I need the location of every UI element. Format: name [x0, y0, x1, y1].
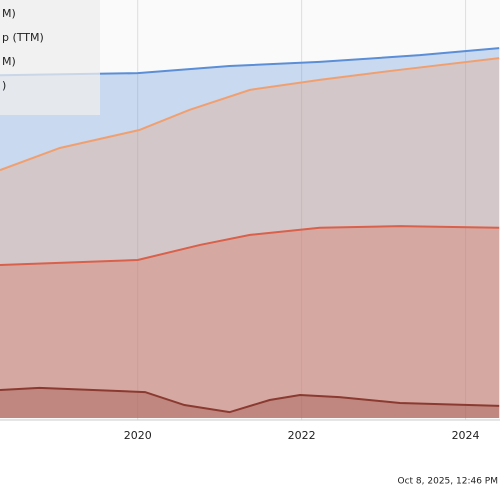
area-line	[0, 225, 500, 267]
area-fill	[0, 387, 500, 418]
x-tick-label: 2020	[124, 429, 152, 442]
area-fill	[0, 58, 500, 419]
legend-label: M)	[2, 7, 16, 20]
area-line	[0, 386, 500, 414]
legend-label: p (TTM)	[2, 31, 44, 44]
area-line	[0, 47, 500, 77]
area-line	[0, 57, 500, 172]
legend-box	[0, 0, 100, 115]
x-tick-label: 2024	[452, 429, 480, 442]
legend-label: M)	[2, 55, 16, 68]
x-axis: 2020 2022 2024	[0, 419, 500, 442]
area-fill	[0, 226, 500, 418]
area-fill	[0, 48, 500, 418]
legend-label: )	[2, 79, 6, 92]
x-tick-label: 2022	[288, 429, 316, 442]
grid	[137, 0, 467, 420]
timestamp: Oct 8, 2025, 12:46 PM	[398, 477, 499, 487]
areas	[0, 47, 500, 419]
legend: M) p (TTM) M))	[2, 7, 44, 92]
